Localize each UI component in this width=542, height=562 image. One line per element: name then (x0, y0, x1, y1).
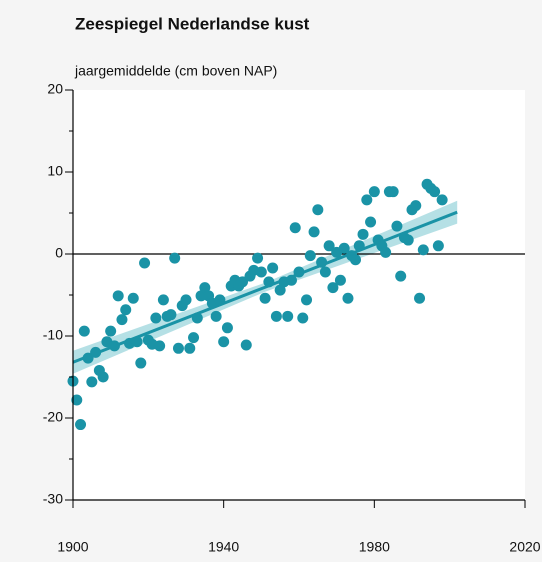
data-point (361, 194, 373, 206)
data-point (429, 186, 441, 198)
data-point (150, 312, 162, 324)
data-point (368, 186, 380, 198)
data-point (86, 376, 98, 388)
y-tick-label: 10 (47, 163, 63, 179)
data-point (195, 290, 207, 302)
data-point (259, 292, 271, 304)
data-point (78, 325, 90, 337)
plot-area (73, 90, 525, 500)
data-point (387, 186, 399, 198)
y-tick-label: 0 (55, 245, 63, 261)
data-point (252, 252, 264, 264)
data-point (285, 274, 297, 286)
data-point (71, 394, 83, 406)
data-point (218, 336, 230, 348)
data-point (214, 294, 226, 306)
data-point (304, 250, 316, 262)
chart-subtitle: jaargemiddelde (cm boven NAP) (74, 63, 277, 79)
data-point (105, 325, 117, 337)
data-point (199, 282, 211, 294)
y-tick-label: -10 (43, 327, 63, 343)
data-point (180, 294, 192, 306)
data-point (350, 254, 361, 266)
y-tick-label: -20 (43, 409, 63, 425)
data-point (353, 240, 365, 252)
data-point (263, 276, 275, 288)
x-tick-label: 1980 (359, 539, 390, 555)
data-point (82, 352, 94, 364)
data-point (414, 292, 426, 304)
data-point (293, 266, 305, 278)
data-point (312, 204, 324, 216)
data-point (120, 304, 132, 316)
data-point (297, 312, 309, 324)
data-point (410, 200, 422, 212)
data-point (75, 419, 87, 431)
data-point (365, 216, 377, 228)
data-point (342, 292, 354, 304)
data-point (319, 266, 331, 278)
data-point (240, 339, 252, 351)
data-point (432, 240, 444, 252)
data-point (327, 282, 339, 294)
data-point (237, 276, 248, 288)
data-point (417, 244, 429, 256)
data-point (323, 240, 335, 252)
y-tick-label: -30 (43, 491, 63, 507)
data-point (165, 309, 177, 321)
data-point (267, 262, 279, 274)
data-point (157, 294, 169, 306)
data-point (255, 266, 267, 278)
x-tick-label: 2020 (509, 539, 540, 555)
data-point (127, 292, 139, 304)
data-point (274, 284, 286, 296)
data-point (184, 342, 196, 354)
data-point (112, 290, 124, 302)
data-point (139, 257, 151, 269)
data-point (380, 246, 392, 258)
data-point (188, 332, 200, 344)
data-point (210, 310, 222, 322)
data-point (116, 314, 128, 326)
data-point (135, 357, 147, 369)
data-point (316, 256, 328, 268)
data-point (221, 322, 233, 334)
x-tick-label: 1940 (208, 539, 239, 555)
data-point (402, 234, 414, 246)
data-point (108, 340, 120, 352)
data-point (172, 342, 184, 354)
data-point (338, 242, 350, 254)
data-point (282, 310, 294, 322)
data-point (395, 270, 407, 282)
data-point (308, 226, 320, 238)
data-point (270, 310, 282, 322)
data-point (191, 312, 203, 324)
data-point (289, 222, 301, 234)
x-tick-label: 1900 (57, 539, 88, 555)
data-point (357, 228, 369, 240)
y-tick-label: 20 (47, 81, 63, 97)
data-point (301, 294, 313, 306)
data-point (131, 336, 143, 348)
data-point (169, 252, 181, 264)
chart-title: Zeespiegel Nederlandse kust (75, 14, 310, 33)
data-point (334, 274, 346, 286)
data-point (436, 194, 448, 206)
data-point (90, 346, 102, 358)
data-point (97, 371, 109, 383)
data-point (391, 220, 403, 232)
data-point (154, 340, 166, 352)
